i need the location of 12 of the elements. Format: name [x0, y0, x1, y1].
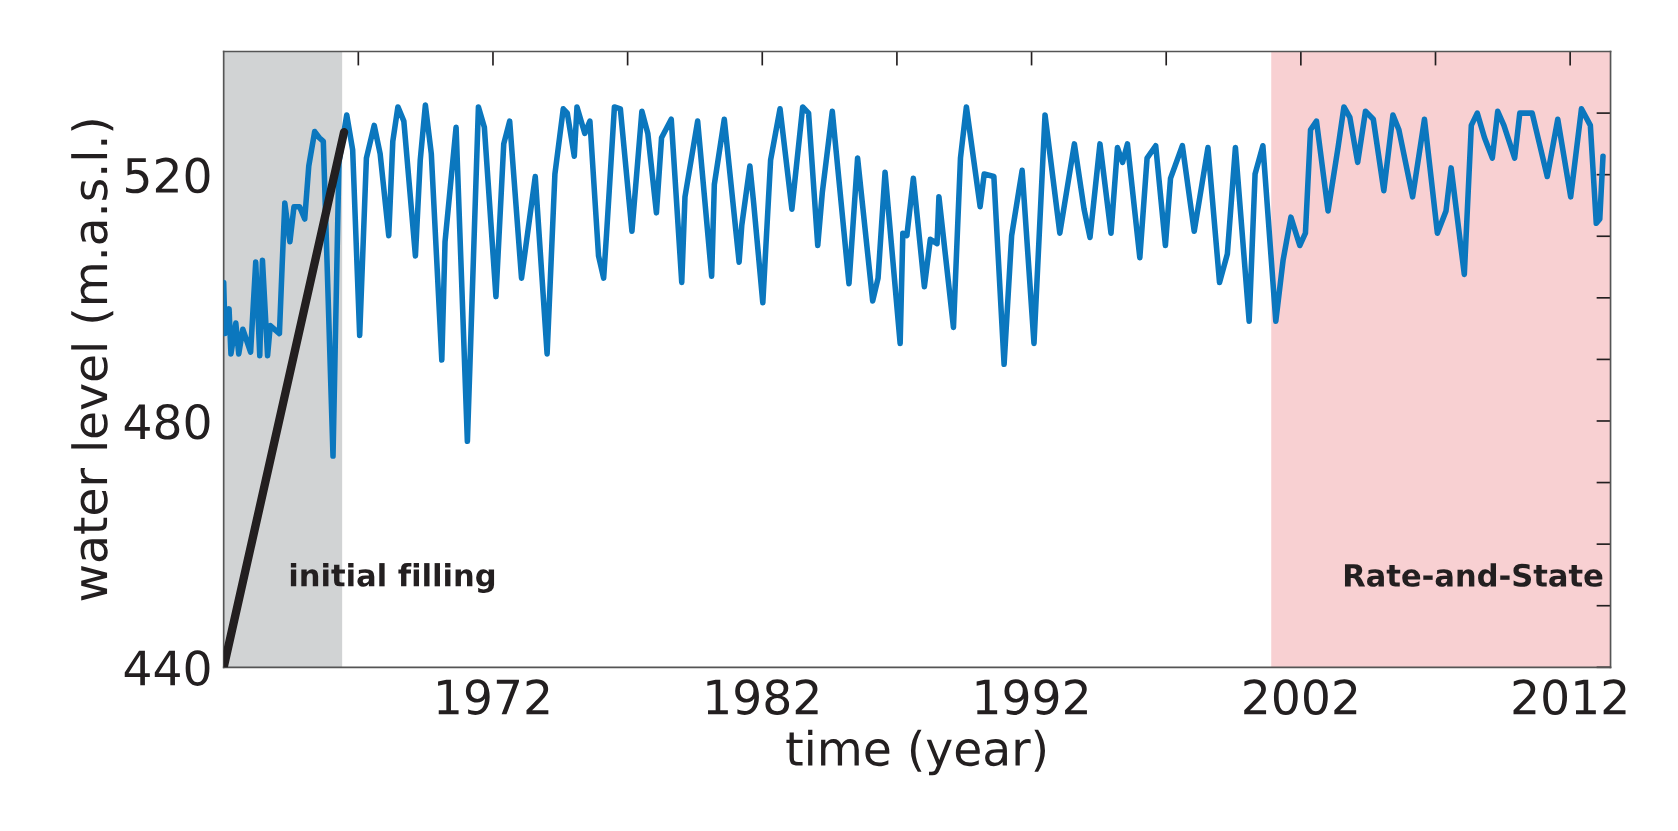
x-axis-title: time (year) [786, 729, 1045, 776]
y-tick-label: 480 [124, 403, 210, 440]
y-tick-label: 440 [124, 650, 210, 686]
y-tick-label: 520 [126, 157, 210, 194]
x-tick-label: 2002 [1244, 679, 1357, 715]
x-tick-label: 1992 [976, 679, 1087, 715]
x-tick-label: 1972 [438, 679, 549, 715]
band-label: initial filling [290, 563, 495, 593]
y-axis-title: water level (m.a.s.l.) [71, 120, 114, 601]
band-label: Rate-and-State [1344, 563, 1603, 587]
x-tick-label: 1982 [707, 679, 818, 715]
x-tick-label: 2012 [1513, 679, 1626, 715]
